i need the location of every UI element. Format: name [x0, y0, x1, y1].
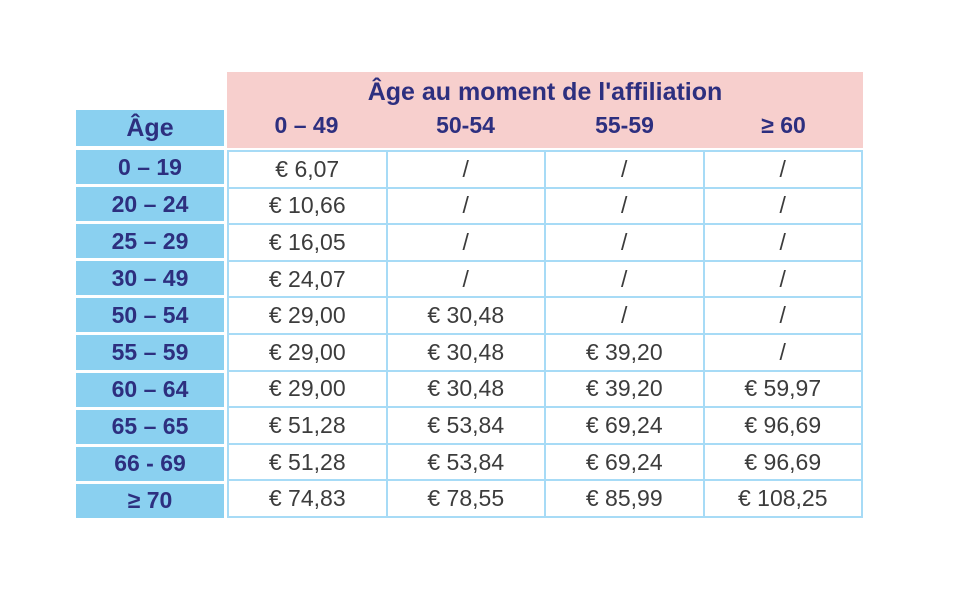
price-cell: /	[704, 225, 861, 260]
price-cell: € 30,48	[387, 298, 544, 333]
column-header: ≥ 60	[761, 112, 806, 138]
price-cell: /	[546, 225, 703, 260]
price-cell: € 10,66	[229, 188, 386, 224]
price-cell: € 39,20	[546, 371, 703, 407]
price-cell: € 53,84	[387, 408, 544, 443]
price-cell: € 29,00	[229, 334, 386, 370]
age-column: 0 – 19 20 – 24 25 – 29 30 – 49 50 – 54 55 – 5…	[76, 150, 224, 518]
price-cell: /	[704, 334, 861, 370]
price-cell: € 96,69	[704, 408, 861, 443]
age-row-label: 50 – 54	[76, 298, 224, 333]
price-cell: € 30,48	[387, 371, 544, 407]
price-cell: € 85,99	[546, 481, 703, 516]
price-cell: € 69,24	[546, 444, 703, 480]
price-cell: € 24,07	[229, 261, 386, 297]
price-cell: € 78,55	[387, 481, 544, 516]
column-header: 0 – 49	[274, 112, 339, 138]
column-header: 50-54	[436, 112, 495, 138]
age-row-label: 0 – 19	[76, 150, 224, 185]
price-cell: /	[546, 152, 703, 187]
age-row-label: 20 – 24	[76, 187, 224, 222]
column-headers: 0 – 49 50-54 55-59 ≥ 60	[227, 112, 863, 148]
age-row-label: 66 - 69	[76, 446, 224, 481]
age-row-label: 65 – 65	[76, 409, 224, 444]
age-row-label: 25 – 29	[76, 224, 224, 259]
age-row-label: 30 – 49	[76, 261, 224, 296]
price-cell: € 59,97	[704, 371, 861, 407]
age-row-label: ≥ 70	[76, 483, 224, 518]
price-cell: € 29,00	[229, 298, 386, 333]
data-grid: € 6,07// / € 10,66// / € 16,05// / € 24,07// / €…	[227, 150, 863, 518]
price-cell: € 74,83	[229, 481, 386, 516]
age-row-label: 60 – 64	[76, 372, 224, 407]
price-cell: /	[546, 188, 703, 224]
price-cell: /	[704, 152, 861, 187]
price-cell: € 69,24	[546, 408, 703, 443]
price-cell: /	[704, 298, 861, 333]
price-cell: /	[387, 261, 544, 297]
price-cell: € 51,28	[229, 444, 386, 480]
price-cell: /	[704, 188, 861, 224]
age-column-title: Âge	[76, 110, 224, 146]
age-row-label: 55 – 59	[76, 335, 224, 370]
price-cell: /	[387, 188, 544, 224]
table-title: Âge au moment de l'affiliation	[367, 77, 723, 106]
affiliation-age-header-block: Âge au moment de l'affiliation 0 – 49 50-…	[227, 72, 863, 148]
price-cell: /	[546, 298, 703, 333]
price-cell: € 16,05	[229, 225, 386, 260]
price-cell: /	[546, 261, 703, 297]
price-cell: € 39,20	[546, 334, 703, 370]
column-header: 55-59	[595, 112, 654, 138]
price-cell: /	[387, 225, 544, 260]
price-cell: € 6,07	[229, 152, 386, 187]
price-cell: € 29,00	[229, 371, 386, 407]
price-cell: € 30,48	[387, 334, 544, 370]
price-cell: /	[704, 261, 861, 297]
price-cell: € 53,84	[387, 444, 544, 480]
price-cell: € 108,25	[704, 481, 861, 516]
price-cell: € 51,28	[229, 408, 386, 443]
price-cell: /	[387, 152, 544, 187]
price-cell: € 96,69	[704, 444, 861, 480]
